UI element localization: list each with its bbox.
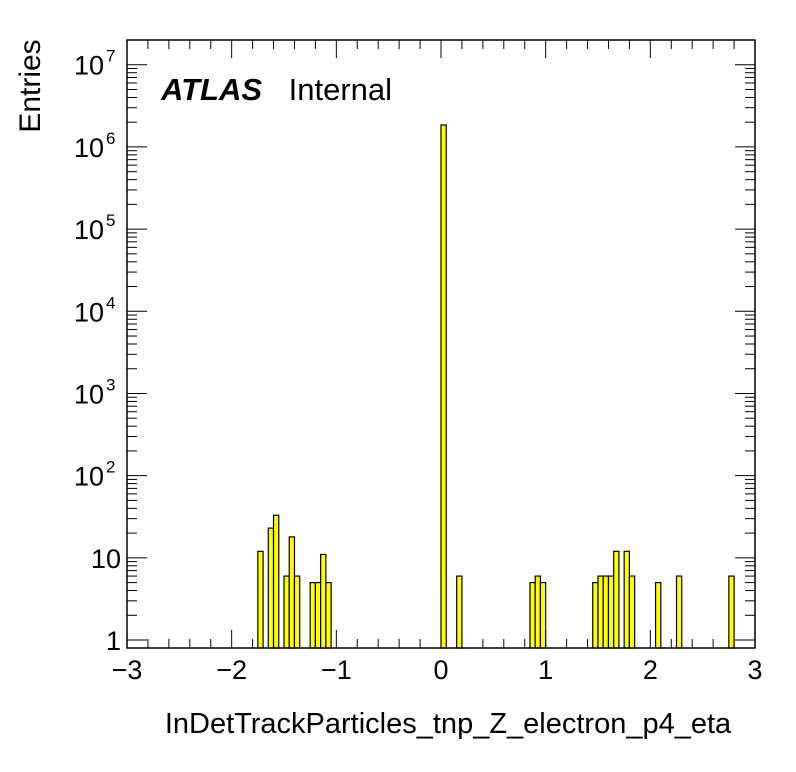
y-tick-label: 10 [91,544,121,574]
histogram-bar [654,581,662,649]
y-tick-label: 10 [74,215,104,245]
histogram-bar [456,575,463,649]
histogram-bar [597,575,604,649]
histogram-bar [440,124,447,649]
histogram-bar [602,575,610,649]
y-axis-label: Entries [14,39,47,132]
y-tick-exponent: 4 [106,293,115,312]
y-tick-label: 1 [106,626,121,656]
histogram-bar [529,581,536,649]
histogram-bar [283,575,290,649]
y-tick-label: 10 [74,379,104,409]
y-tick-exponent: 3 [106,375,115,394]
histogram-bar [293,575,301,649]
histogram-bar [607,575,615,649]
x-tick-label: −1 [321,655,352,685]
atlas-label-internal: Internal [289,72,392,107]
x-tick-label: 0 [433,655,448,685]
histogram-bar [613,550,620,649]
x-axis: −3 −2 −1 0 1 2 3 [112,40,763,685]
histogram-bars [257,124,735,649]
y-tick-exponent: 5 [106,211,115,230]
y-tick-label: 10 [74,462,104,492]
histogram-bar [257,550,264,649]
y-tick-label: 10 [74,297,104,327]
y-tick-exponent: 6 [106,129,115,148]
x-tick-label: −3 [112,655,143,685]
x-tick-label: 3 [747,655,762,685]
histogram-bar [728,575,735,649]
x-axis-label: InDetTrackParticles_tnp_Z_electron_p4_et… [165,708,732,740]
histogram-bar [675,575,683,649]
atlas-label-bold: ATLAS [160,72,262,107]
histogram-bar [267,527,275,649]
histogram-bar [288,536,296,649]
histogram-bar [534,575,542,649]
y-tick-label: 10 [74,51,104,81]
x-tick-label: −2 [216,655,247,685]
y-tick-exponent: 7 [106,47,115,66]
histogram-bar [309,581,316,649]
y-tick-exponent: 2 [106,458,115,477]
histogram-bar [320,553,327,649]
x-tick-label: 2 [643,655,658,685]
atlas-label: ATLAS Internal [160,72,392,107]
x-tick-label: 1 [538,655,553,685]
histogram-bar [592,581,599,649]
histogram-bar [623,550,631,649]
y-tick-label: 10 [74,133,104,163]
histogram-bar [272,514,280,649]
histogram-bar [325,581,332,649]
histogram-bar [314,581,322,649]
histogram-bar [539,581,547,649]
histogram-bar [628,575,636,649]
